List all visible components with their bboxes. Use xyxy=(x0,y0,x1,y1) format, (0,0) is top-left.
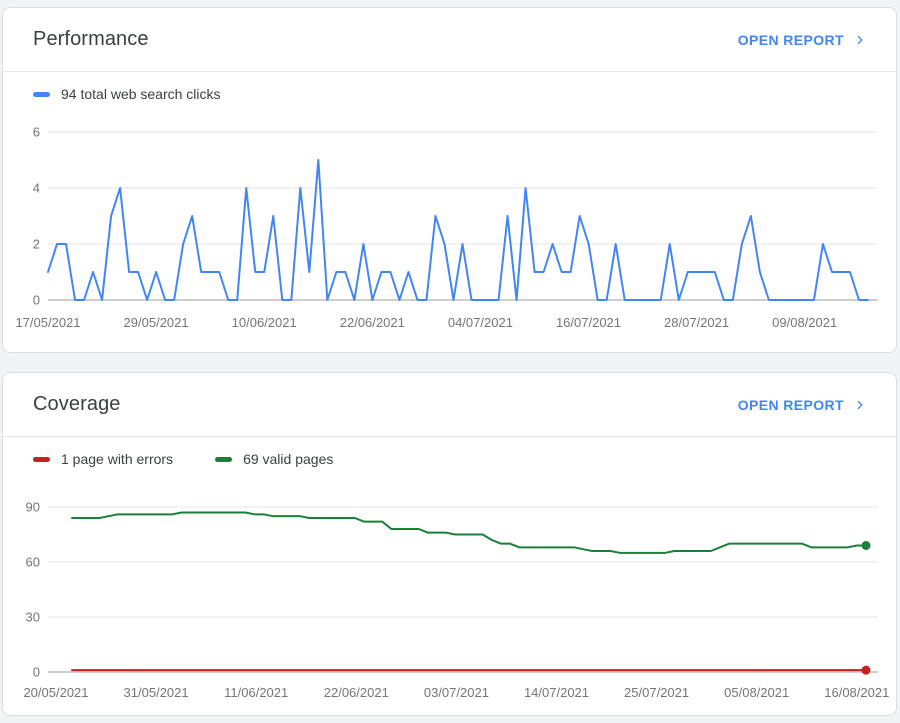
coverage-chart[interactable]: 0 30 60 90 20/05/2021 31/05/2021 11/06/2021 22/… xyxy=(3,493,896,709)
legend-swatch xyxy=(215,456,233,462)
legend-label: 1 page with errors xyxy=(61,451,174,467)
coverage-open-report-label: OPEN REPORT xyxy=(737,396,844,413)
y-axis-label: 0 xyxy=(33,665,40,680)
performance-legend: 94 total web search clicks xyxy=(33,86,221,102)
legend-swatch xyxy=(33,456,50,462)
x-axis-label: 04/07/2021 xyxy=(448,315,513,330)
y-axis-label: 0 xyxy=(33,293,40,308)
x-axis-label: 29/05/2021 xyxy=(124,315,189,330)
performance-card-header: Performance OPEN REPORT xyxy=(3,8,896,72)
x-axis-label: 09/08/2021 xyxy=(772,315,837,330)
series-line xyxy=(47,159,869,301)
legend-label: 94 total web search clicks xyxy=(61,86,221,102)
x-axis-label: 03/07/2021 xyxy=(424,685,489,700)
legend-swatch xyxy=(33,91,50,97)
x-axis-label: 31/05/2021 xyxy=(124,685,189,700)
y-axis-label: 4 xyxy=(33,181,40,196)
x-axis-label: 25/07/2021 xyxy=(624,685,689,700)
chevron-right-icon xyxy=(852,32,868,48)
performance-card: Performance OPEN REPORT 94 total web sea… xyxy=(2,7,897,353)
y-axis-label: 6 xyxy=(33,125,40,140)
x-axis-label: 11/06/2021 xyxy=(224,685,288,700)
y-axis-label: 90 xyxy=(26,500,40,515)
x-axis-label: 17/05/2021 xyxy=(15,315,80,330)
coverage-card: Coverage OPEN REPORT 1 page with errors 6… xyxy=(2,372,897,716)
performance-open-report-link[interactable]: OPEN REPORT xyxy=(736,28,870,52)
x-axis-label: 16/08/2021 xyxy=(824,685,889,700)
performance-open-report-label: OPEN REPORT xyxy=(737,31,844,48)
x-axis-label: 22/06/2021 xyxy=(340,315,405,330)
coverage-card-header: Coverage OPEN REPORT xyxy=(3,373,896,437)
legend-item: 94 total web search clicks xyxy=(33,86,221,102)
coverage-legend: 1 page with errors 69 valid pages xyxy=(33,451,333,467)
x-axis-label: 20/05/2021 xyxy=(23,685,88,700)
y-axis-label: 30 xyxy=(26,610,40,625)
coverage-open-report-link[interactable]: OPEN REPORT xyxy=(736,393,870,417)
series-line xyxy=(71,511,867,554)
x-axis-label: 14/07/2021 xyxy=(524,685,589,700)
legend-item: 69 valid pages xyxy=(215,451,333,467)
coverage-card-title: Coverage xyxy=(33,393,121,415)
series-end-dot xyxy=(861,665,871,675)
x-axis-label: 05/08/2021 xyxy=(724,685,789,700)
chevron-right-icon xyxy=(852,397,868,413)
legend-item: 1 page with errors xyxy=(33,451,173,467)
x-axis-label: 10/06/2021 xyxy=(232,315,297,330)
performance-chart[interactable]: 0 2 4 6 17/05/2021 29/05/2021 10/06/2021 22/06/… xyxy=(3,114,896,342)
series-end-dot xyxy=(861,541,871,550)
x-axis-label: 22/06/2021 xyxy=(324,685,389,700)
x-axis-label: 16/07/2021 xyxy=(556,315,621,330)
x-axis-label: 28/07/2021 xyxy=(664,315,729,330)
performance-card-title: Performance xyxy=(33,28,149,50)
y-axis-label: 60 xyxy=(26,555,40,570)
y-axis-label: 2 xyxy=(33,237,40,252)
legend-label: 69 valid pages xyxy=(243,451,334,467)
